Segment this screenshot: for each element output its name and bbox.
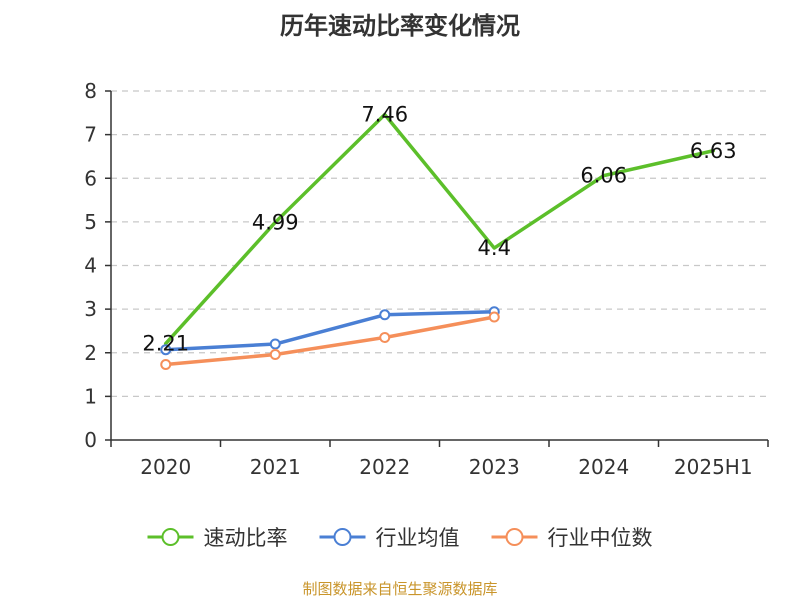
y-tick-label: 8 [84, 79, 97, 103]
legend-item-1[interactable]: 速动比率 [147, 526, 288, 550]
series-line-2 [164, 309, 496, 352]
series-line-1 [164, 112, 715, 346]
x-tick-label: 2020 [140, 455, 191, 479]
series-point [160, 344, 172, 356]
data-label: 6.06 [580, 164, 627, 188]
y-tick-label: 5 [84, 210, 97, 234]
x-tick-label: 2025H1 [674, 455, 753, 479]
chart-title: 历年速动比率变化情况 [280, 12, 520, 40]
x-tick-label: 2023 [469, 455, 520, 479]
data-label: 4.99 [252, 210, 299, 234]
series-point [269, 348, 281, 360]
data-label: 6.63 [690, 139, 737, 163]
series-point [379, 331, 391, 343]
source-note: 制图数据来自恒生聚源数据库 [302, 580, 498, 598]
series-line-3 [164, 315, 496, 367]
y-tick-label: 1 [84, 384, 97, 408]
series-lines [160, 112, 715, 371]
x-tick-label: 2021 [250, 455, 301, 479]
legend-marker [505, 528, 524, 546]
legend-label: 行业均值 [376, 526, 460, 550]
y-tick-label: 2 [84, 341, 97, 365]
legend[interactable]: 速动比率 行业均值 行业中位数 [147, 526, 653, 550]
series-point [160, 359, 172, 371]
data-label: 4.4 [478, 236, 511, 260]
x-tick-label: 2022 [359, 455, 410, 479]
legend-item-2[interactable]: 行业均值 [319, 526, 460, 550]
x-tick-label: 2024 [578, 455, 629, 479]
gridlines [111, 90, 768, 397]
series-point [488, 311, 500, 323]
data-label: 2.21 [142, 332, 189, 356]
legend-marker [161, 528, 180, 546]
data-labels: 2.21 4.99 7.46 4.4 6.06 6.63 [142, 103, 736, 356]
legend-marker [333, 528, 352, 546]
axes: 0 1 2 3 4 5 6 7 8 2020 2021 2022 2023 2024 2025H1 [84, 79, 769, 479]
y-tick-label: 6 [84, 166, 97, 190]
series-point [379, 309, 391, 321]
legend-label: 行业中位数 [548, 526, 653, 550]
data-label: 7.46 [361, 103, 408, 127]
y-tick-label: 7 [84, 123, 97, 147]
y-tick-label: 4 [84, 254, 97, 278]
y-tick-label: 3 [84, 297, 97, 321]
series-point [269, 338, 281, 350]
legend-item-3[interactable]: 行业中位数 [491, 526, 653, 550]
y-tick-label: 0 [84, 428, 97, 452]
legend-label: 速动比率 [204, 526, 288, 550]
